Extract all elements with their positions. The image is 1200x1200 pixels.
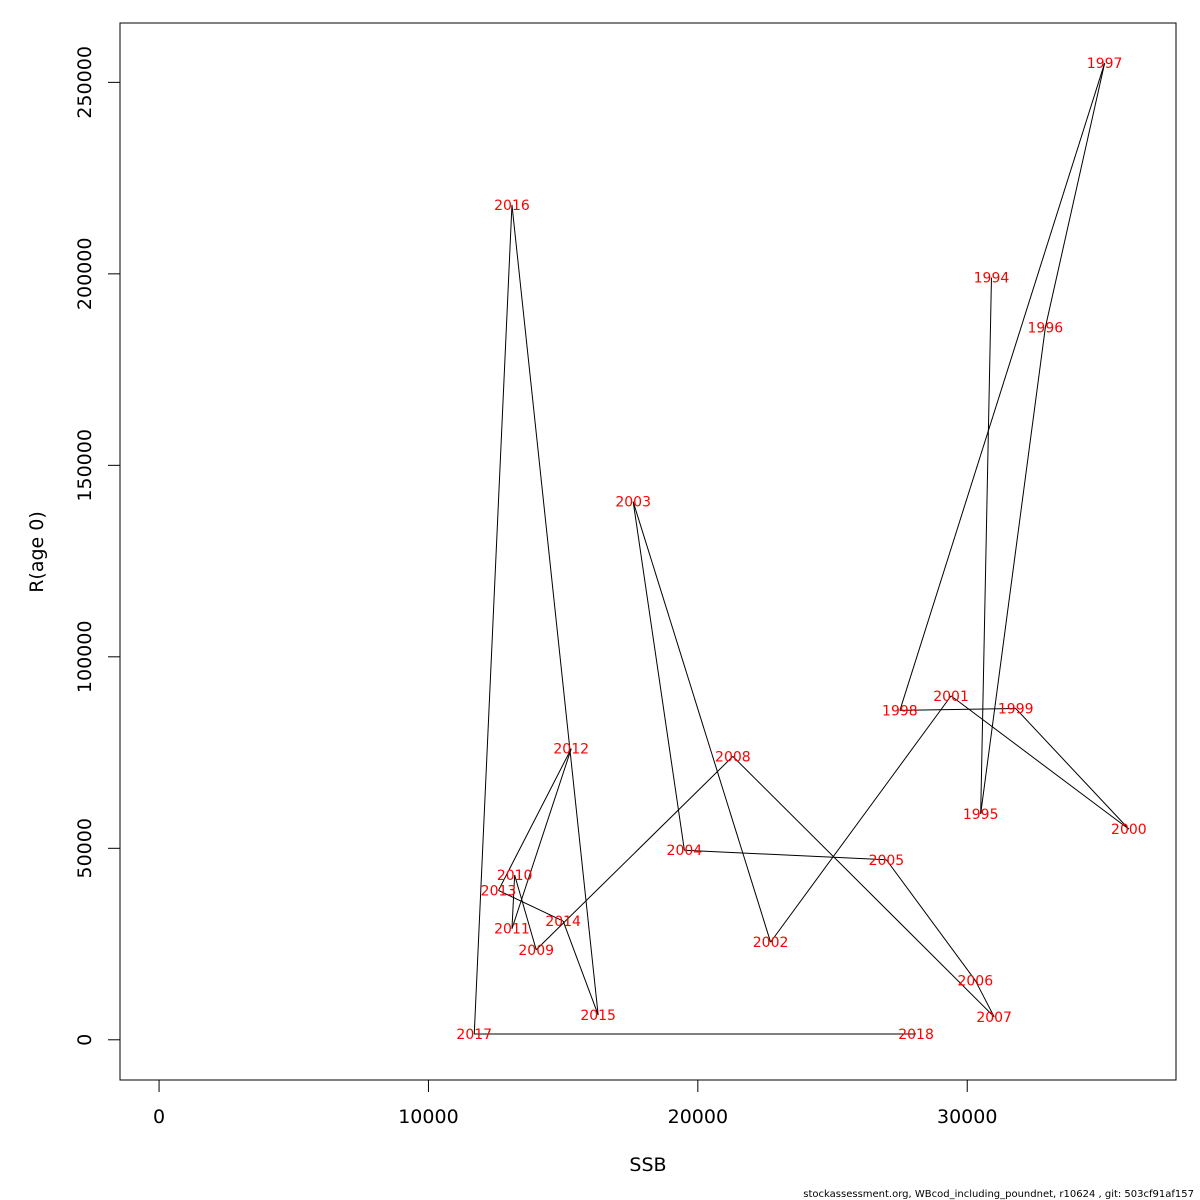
point-label: 1999: [998, 702, 1034, 718]
point-label: 1994: [974, 271, 1010, 287]
series-segment: [980, 277, 992, 814]
point-label: 2006: [957, 973, 993, 989]
series-segment: [511, 204, 599, 1015]
x-tick-label: 10000: [398, 1106, 458, 1128]
point-label: 2008: [715, 749, 751, 765]
point-label: 2003: [615, 495, 651, 511]
series-segment: [498, 889, 564, 922]
point-label: 1998: [882, 703, 918, 719]
series-segment: [886, 859, 976, 981]
point-label: 2011: [494, 922, 530, 938]
y-tick-label: 0: [74, 1034, 96, 1046]
y-axis-title: R(age 0): [26, 511, 48, 593]
plot-frame: [119, 22, 1177, 1081]
y-tick-label: 100000: [74, 621, 96, 694]
point-label: 2009: [518, 943, 554, 959]
point-label: 2007: [976, 1010, 1012, 1026]
point-label: 2014: [545, 914, 581, 930]
x-axis-title: SSB: [629, 1154, 666, 1176]
y-axis: 0 50000 100000 150000 200000 250000: [74, 46, 121, 1046]
point-label: 2013: [481, 883, 517, 899]
point-label: 2010: [497, 868, 533, 884]
point-label: 1995: [963, 807, 999, 823]
x-tick-label: 0: [153, 1106, 165, 1128]
series-segment: [498, 748, 572, 891]
series-segment: [473, 204, 513, 1035]
series-segment: [562, 920, 599, 1016]
series-segment: [950, 695, 1130, 830]
series-segment: [514, 874, 537, 950]
series-segment: [511, 875, 516, 929]
y-tick-label: 250000: [74, 46, 96, 119]
point-label: 1997: [1087, 56, 1123, 72]
series-segment: [899, 63, 1106, 711]
point-label: 2016: [494, 198, 530, 214]
series-segment: [732, 756, 995, 1018]
series-segment: [980, 327, 1046, 814]
series-segment: [632, 501, 772, 943]
x-tick-label: 20000: [668, 1106, 728, 1128]
y-tick-label: 200000: [74, 238, 96, 311]
series-segment: [1015, 708, 1130, 830]
y-tick-label: 50000: [74, 818, 96, 878]
series-segment: [974, 980, 995, 1018]
point-labels: 1994 1995 1996 1997 1998 1999 2000 2001 2002 2003…: [456, 56, 1146, 1043]
point-label: 2015: [580, 1008, 616, 1024]
series-segment: [899, 708, 1016, 711]
point-label: 2001: [933, 689, 969, 705]
point-label: 2000: [1111, 822, 1147, 838]
series-segment: [1044, 63, 1106, 328]
series-segment: [770, 695, 952, 943]
series-segment: [684, 849, 887, 861]
y-tick-label: 150000: [74, 429, 96, 502]
point-label: 2002: [753, 935, 789, 951]
footer-credit: stockassessment.org, WBcod_including_pou…: [803, 1189, 1194, 1200]
point-label: 2004: [667, 843, 703, 859]
point-label: 2005: [869, 853, 905, 869]
series-segment: [632, 501, 685, 851]
point-label: 2018: [898, 1027, 934, 1043]
series-segment: [535, 756, 734, 951]
series-path: [473, 63, 1130, 1035]
x-axis: 0 10000 20000 30000: [153, 1079, 997, 1128]
point-label: 1996: [1028, 320, 1064, 336]
x-tick-label: 30000: [937, 1106, 997, 1128]
point-label: 2017: [456, 1027, 492, 1043]
series-segment: [511, 748, 572, 929]
point-label: 2012: [553, 742, 589, 758]
